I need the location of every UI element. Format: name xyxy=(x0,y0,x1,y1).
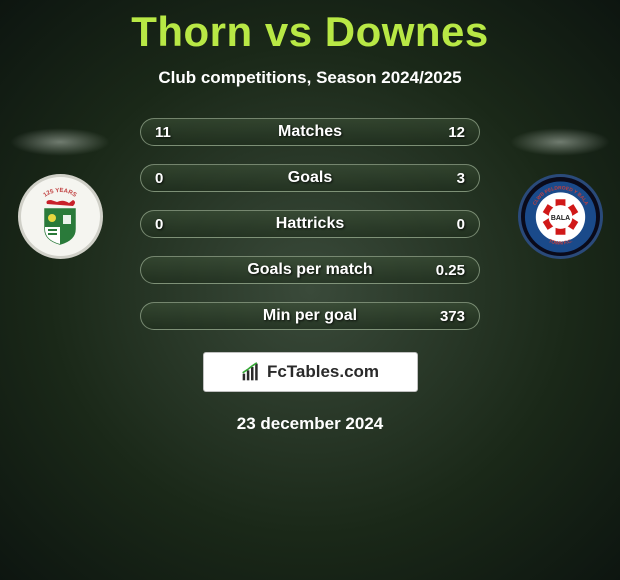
stat-row-min-per-goal: Min per goal 373 xyxy=(140,302,480,330)
right-team-crest-icon: CLWB PELDROED Y BALA TOWN F.C. BALA xyxy=(518,174,603,259)
right-team-badge: CLWB PELDROED Y BALA TOWN F.C. BALA xyxy=(510,128,610,278)
page-title: Thorn vs Downes xyxy=(0,0,620,56)
subtitle: Club competitions, Season 2024/2025 xyxy=(0,68,620,88)
stat-row-matches: 11 Matches 12 xyxy=(140,118,480,146)
svg-text:125 YEARS: 125 YEARS xyxy=(43,187,78,198)
stat-label: Goals xyxy=(288,169,332,187)
stat-left-value: 11 xyxy=(155,124,195,141)
stat-left-value: 0 xyxy=(155,170,195,187)
left-team-badge: 125 YEARS xyxy=(10,128,110,278)
stat-row-goals: 0 Goals 3 xyxy=(140,164,480,192)
stat-rows: 11 Matches 12 0 Goals 3 0 Hattricks 0 Go… xyxy=(140,118,480,330)
date-label: 23 december 2024 xyxy=(0,414,620,434)
stat-right-value: 3 xyxy=(425,170,465,187)
stat-right-value: 373 xyxy=(425,308,465,325)
stat-label: Hattricks xyxy=(276,215,344,233)
svg-text:BALA: BALA xyxy=(550,214,569,221)
stat-left-value: 0 xyxy=(155,216,195,233)
bar-chart-icon xyxy=(241,362,261,382)
stat-row-hattricks: 0 Hattricks 0 xyxy=(140,210,480,238)
stat-row-goals-per-match: Goals per match 0.25 xyxy=(140,256,480,284)
left-team-crest-icon: 125 YEARS xyxy=(18,174,103,259)
stat-right-value: 0 xyxy=(425,216,465,233)
shadow-ellipse-icon xyxy=(510,128,610,156)
brand-text: FcTables.com xyxy=(267,362,379,382)
stats-area: 125 YEARS CLWB xyxy=(0,118,620,330)
brand-logo[interactable]: FcTables.com xyxy=(203,352,418,392)
stat-label: Matches xyxy=(278,123,342,141)
stat-label: Goals per match xyxy=(247,261,372,279)
shadow-ellipse-icon xyxy=(10,128,110,156)
stat-label: Min per goal xyxy=(263,307,357,325)
stat-right-value: 0.25 xyxy=(425,262,465,279)
stat-right-value: 12 xyxy=(425,124,465,141)
